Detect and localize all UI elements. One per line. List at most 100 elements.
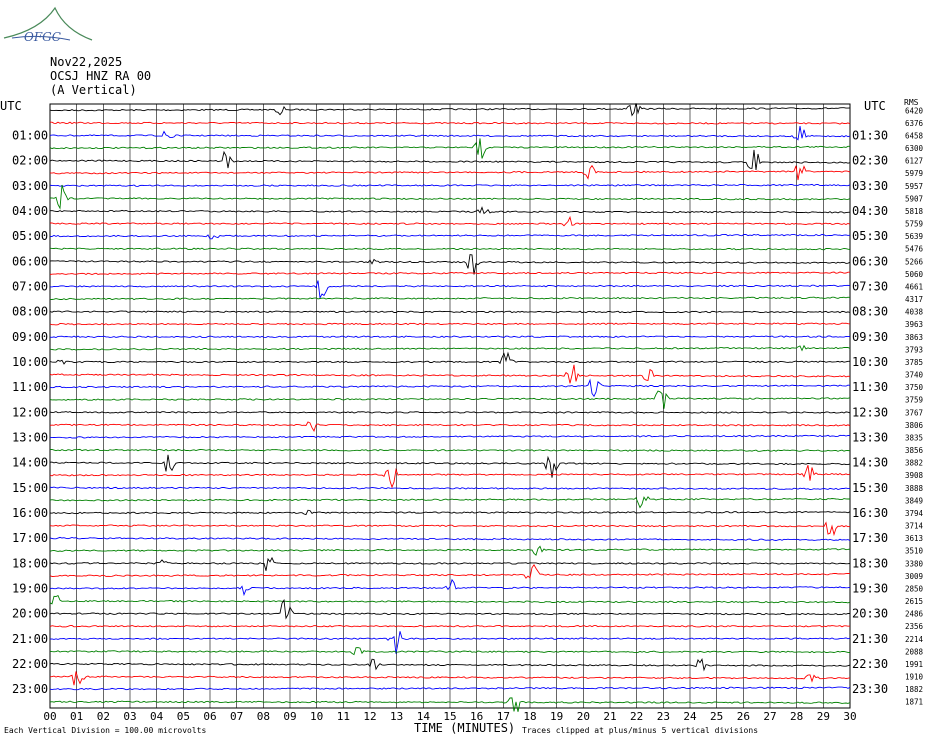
trace-line [49,556,851,571]
right-axis-label: UTC [864,99,886,113]
trace-line [50,121,851,125]
trace-line [49,578,851,597]
hour-label-left: 07:00 [12,279,48,293]
plot-frame [49,103,851,709]
hour-label-right: 23:30 [852,682,888,696]
hour-label-left: 13:00 [12,430,48,444]
hour-label-left: 19:00 [12,581,48,595]
x-tick-label: 27 [763,710,776,723]
hour-label-right: 14:30 [852,456,888,470]
x-tick-label: 02 [97,710,110,723]
rms-value: 6127 [905,157,923,166]
trace-line [49,247,851,251]
rms-value: 3510 [905,547,924,556]
trace-line [49,697,851,712]
trace-line [49,310,851,314]
footer-division-note: Each Vertical Division = 100.00 microvol… [4,726,207,735]
x-tick-label: 20 [577,710,590,723]
hour-label-right: 18:30 [852,556,888,570]
hour-label-left: 10:00 [12,355,48,369]
rms-value: 3759 [905,396,923,405]
rms-value: 4661 [905,282,923,291]
hour-label-left: 15:00 [12,481,48,495]
trace-line [49,322,851,326]
hour-label-right: 04:30 [852,204,888,218]
rms-value: 2356 [905,622,924,631]
rms-value: 3856 [905,446,924,455]
trace-line [49,421,851,432]
rms-value: 2486 [905,610,924,619]
trace-line [49,686,851,691]
logo-text: OFGC [24,30,61,44]
rms-value: 3714 [905,522,924,531]
hour-label-right: 07:30 [852,279,888,293]
x-tick-label: 15 [443,710,456,723]
trace-line [49,411,851,414]
left-axis-label: UTC [0,99,22,113]
trace-line [49,149,851,170]
rms-value: 2850 [905,584,924,593]
rms-value: 4317 [905,295,923,304]
trace-line [49,536,851,541]
rms-value: 3882 [905,459,923,468]
header-block: Nov22,2025 OCSJ HNZ RA 00 (A Vertical) [50,55,151,97]
rms-value: 1991 [905,660,923,669]
trace-line [49,448,851,452]
hour-label-left: 08:00 [12,305,48,319]
x-tick-label: 06 [203,710,216,723]
rms-value: 6420 [905,106,924,115]
hour-label-left: 22:00 [12,657,48,671]
rms-value: 5060 [905,270,924,279]
rms-value: 5639 [905,232,923,241]
header-component: (A Vertical) [50,83,137,97]
rms-value: 6300 [905,144,924,153]
rms-value: 5476 [905,245,924,254]
rms-value: 5759 [905,220,923,229]
hour-label-left: 23:00 [12,682,48,696]
x-tick-label: 03 [123,710,136,723]
hour-label-left: 12:00 [12,405,48,419]
trace-line [49,647,851,656]
trace-line [49,138,850,159]
rms-value: 2615 [905,597,923,606]
rms-value: 5979 [905,169,923,178]
hour-label-right: 19:30 [852,581,888,595]
trace-line [49,126,851,141]
hour-label-left: 04:00 [12,204,48,218]
hour-label-left: 06:00 [12,254,48,268]
rms-value: 3740 [905,371,924,380]
rms-value: 3908 [905,471,924,480]
trace-line [49,184,851,210]
rms-header: RMS [904,98,919,107]
trace-line [49,280,851,300]
hour-label-left: 02:00 [12,154,48,168]
trace-line [49,509,851,516]
rms-value: 3785 [905,358,923,367]
rms-value: 4038 [905,308,924,317]
hour-label-left: 05:00 [12,229,48,243]
hour-label-right: 17:30 [852,531,888,545]
hour-label-right: 22:30 [852,657,888,671]
x-tick-label: 26 [737,710,750,723]
hour-label-right: 01:30 [852,128,888,142]
x-tick-label: 21 [603,710,616,723]
x-tick-label: 07 [230,710,243,723]
x-tick-label: 24 [683,710,697,723]
hour-label-right: 11:30 [852,380,888,394]
rms-value: 2214 [905,635,924,644]
rms-value: 3794 [905,509,924,518]
rms-value: 3849 [905,496,923,505]
trace-line [49,344,851,352]
x-tick-label: 04 [150,710,164,723]
x-axis-title: TIME (MINUTES) [414,721,516,735]
hour-label-right: 08:30 [852,305,888,319]
trace-line [49,335,851,338]
x-tick-label: 25 [710,710,723,723]
trace-line [49,671,851,686]
rms-value: 3863 [905,333,923,342]
x-tick-label: 12 [363,710,376,723]
hour-label-right: 13:30 [852,430,888,444]
hour-label-right: 10:30 [852,355,888,369]
trace-line [49,595,851,605]
